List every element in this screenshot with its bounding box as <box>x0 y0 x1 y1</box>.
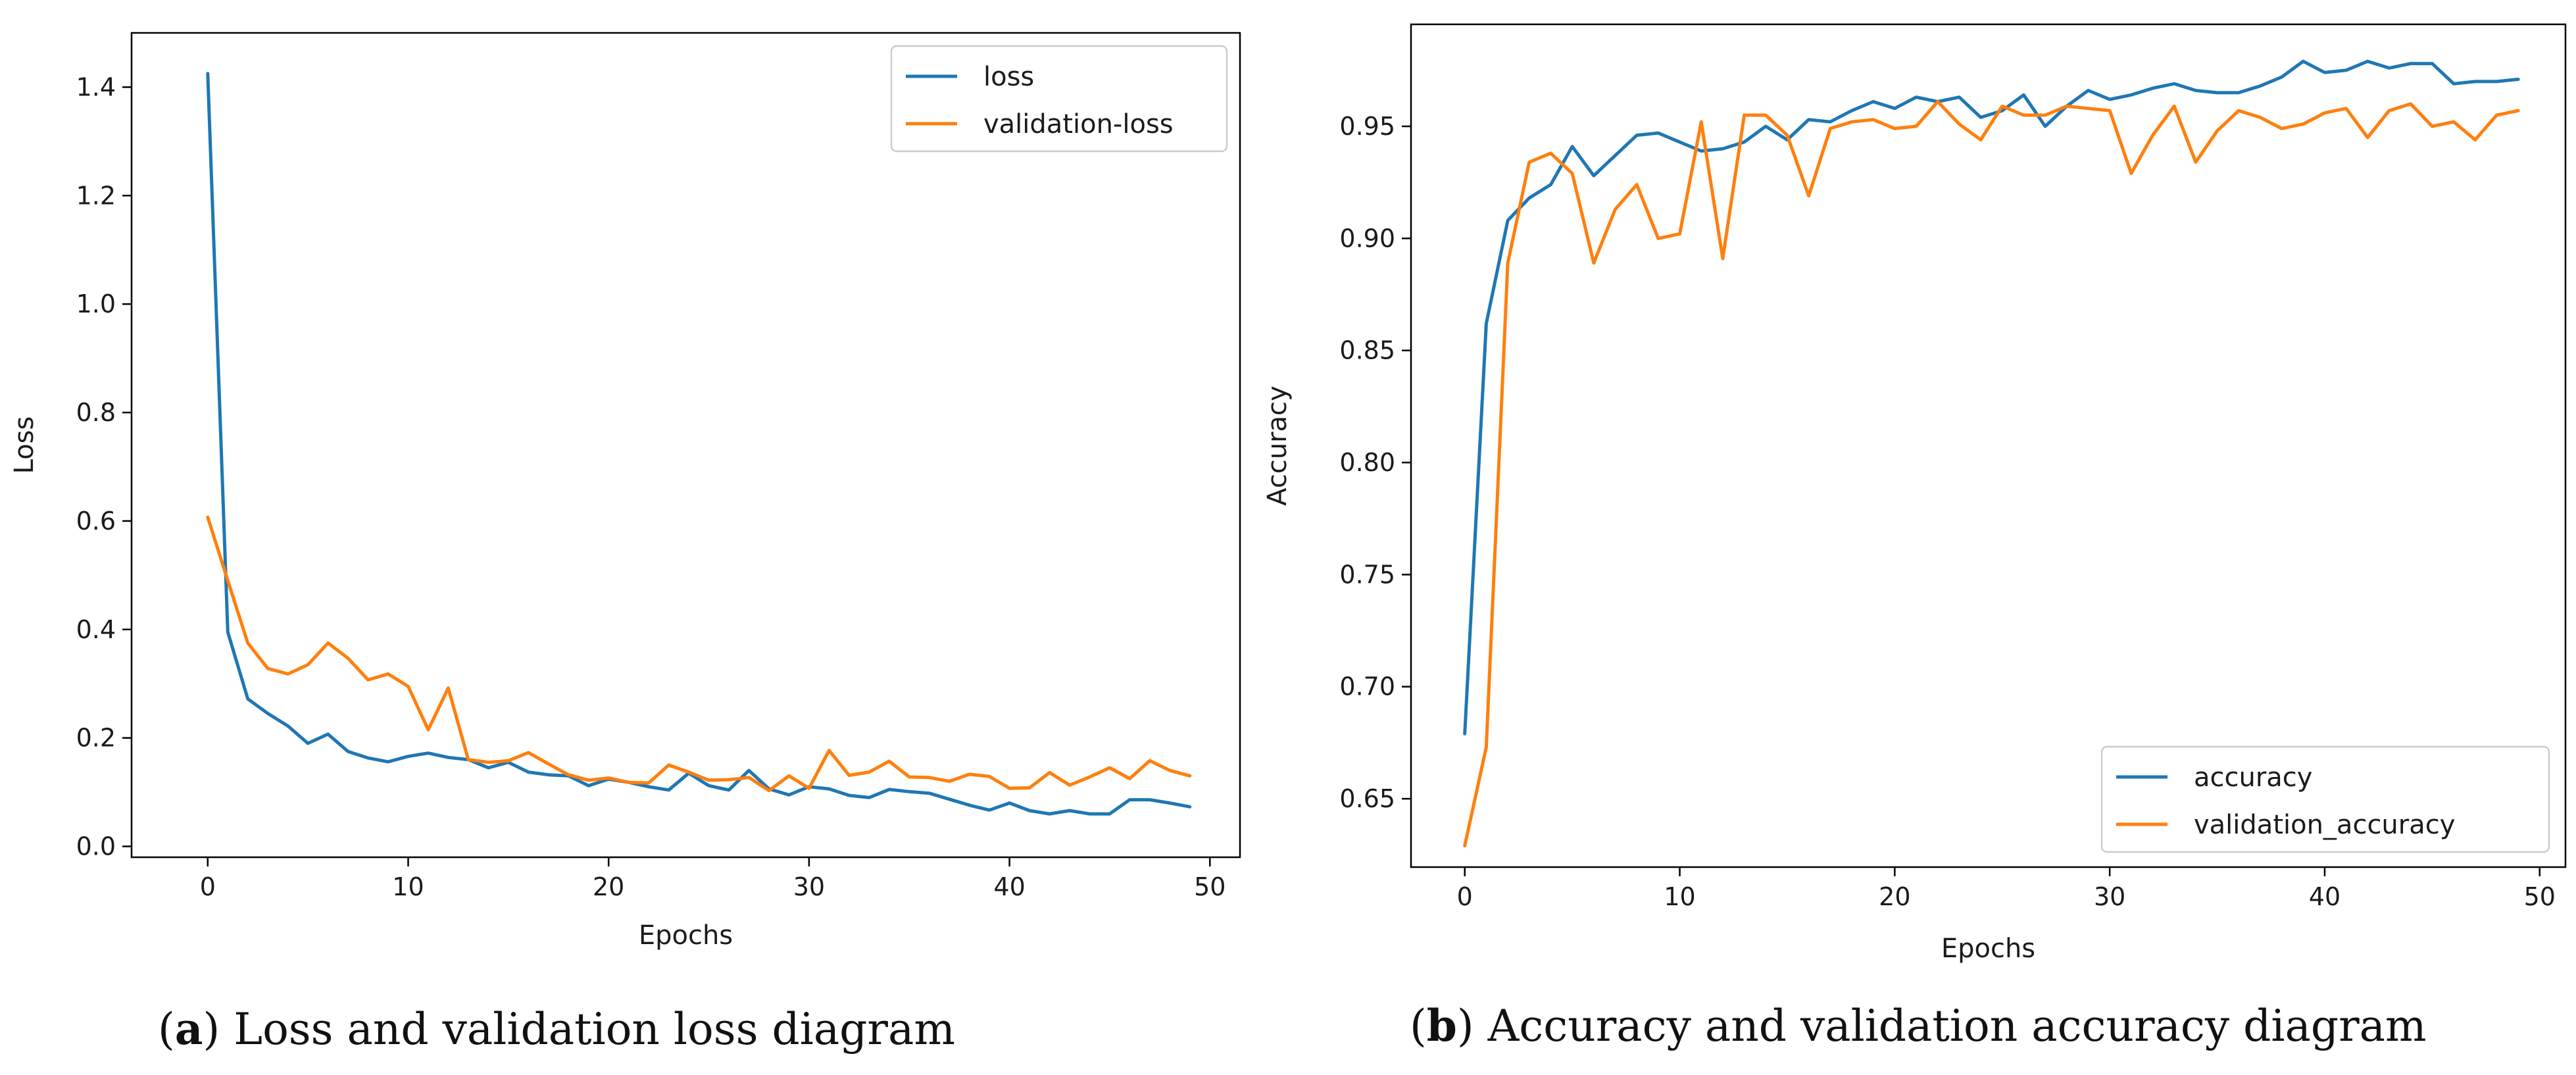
caption-b-label: b <box>1426 1000 1457 1051</box>
caption-a-label: a <box>174 1003 203 1055</box>
y-tick-label-b: 0.85 <box>1339 336 1395 365</box>
x-tick-label-b: 40 <box>2309 882 2341 911</box>
y-axis-label-a: Loss <box>9 416 39 474</box>
x-tick-label-b: 0 <box>1457 882 1473 911</box>
legend-label-validation_accuracy: validation_accuracy <box>2194 810 2455 840</box>
series-line-validation-loss <box>206 515 1192 793</box>
x-tick-label-a: 50 <box>1194 872 1226 901</box>
y-tick-label-a: 0.6 <box>76 507 116 536</box>
x-axis-label-b: Epochs <box>1941 934 2035 964</box>
legend-box-b <box>2100 745 2550 853</box>
y-tick-label-a: 0.8 <box>76 398 116 427</box>
y-tick-label-b: 0.75 <box>1339 560 1395 589</box>
plot-frame-b <box>1410 23 2567 868</box>
y-tick-label-a: 1.0 <box>76 289 116 318</box>
legend-label-loss: loss <box>983 62 1034 92</box>
x-axis-label-a: Epochs <box>639 920 733 951</box>
x-tick-label-a: 20 <box>593 872 624 901</box>
x-tick-label-a: 0 <box>200 872 216 901</box>
x-tick-label-a: 10 <box>392 872 424 901</box>
legend-box-a <box>890 45 1228 153</box>
plot-frame-a <box>130 32 1241 859</box>
y-tick-label-b: 0.80 <box>1339 448 1395 477</box>
y-tick-label-a: 0.2 <box>76 724 116 753</box>
y-tick-label-b: 0.90 <box>1339 224 1395 253</box>
x-tick-label-b: 30 <box>2094 882 2125 911</box>
series-line-loss <box>206 72 1192 816</box>
y-tick-label-a: 1.4 <box>76 72 116 101</box>
series-line-accuracy <box>1463 59 2520 736</box>
legend-label-validation-loss: validation-loss <box>983 109 1174 139</box>
series-line-validation_accuracy <box>1463 100 2520 848</box>
x-tick-label-b: 50 <box>2524 882 2556 911</box>
x-tick-label-b: 10 <box>1664 882 1695 911</box>
caption-a: (a) Loss and validation loss diagram <box>158 1003 955 1055</box>
chart-b: 0 10 20 30 40 50 0.65 0.70 0.75 0.80 0.85 0.90 0.95 E… <box>1262 23 2567 964</box>
chart-a: 0 10 20 30 40 50 0.0 0.2 0.4 0.6 0.8 1.0 1.2 1.4 Epoch… <box>9 32 1241 951</box>
caption-a-text: Loss and validation loss diagram <box>220 1004 955 1055</box>
y-tick-label-a: 0.4 <box>76 615 116 644</box>
caption-b: (b) Accuracy and validation accuracy dia… <box>1410 1000 2427 1051</box>
y-tick-label-b: 0.70 <box>1339 672 1395 701</box>
x-tick-label-a: 30 <box>793 872 825 901</box>
caption-b-text: Accuracy and validation accuracy diagram <box>1474 1001 2427 1051</box>
y-tick-label-a: 0.0 <box>76 832 116 861</box>
y-tick-label-b: 0.65 <box>1339 784 1395 813</box>
y-tick-label-b: 0.95 <box>1339 112 1395 141</box>
legend-label-accuracy: accuracy <box>2194 762 2312 793</box>
x-tick-label-a: 40 <box>993 872 1025 901</box>
y-axis-label-b: Accuracy <box>1262 386 1293 506</box>
y-tick-label-a: 1.2 <box>76 181 116 210</box>
x-tick-label-b: 20 <box>1879 882 1910 911</box>
